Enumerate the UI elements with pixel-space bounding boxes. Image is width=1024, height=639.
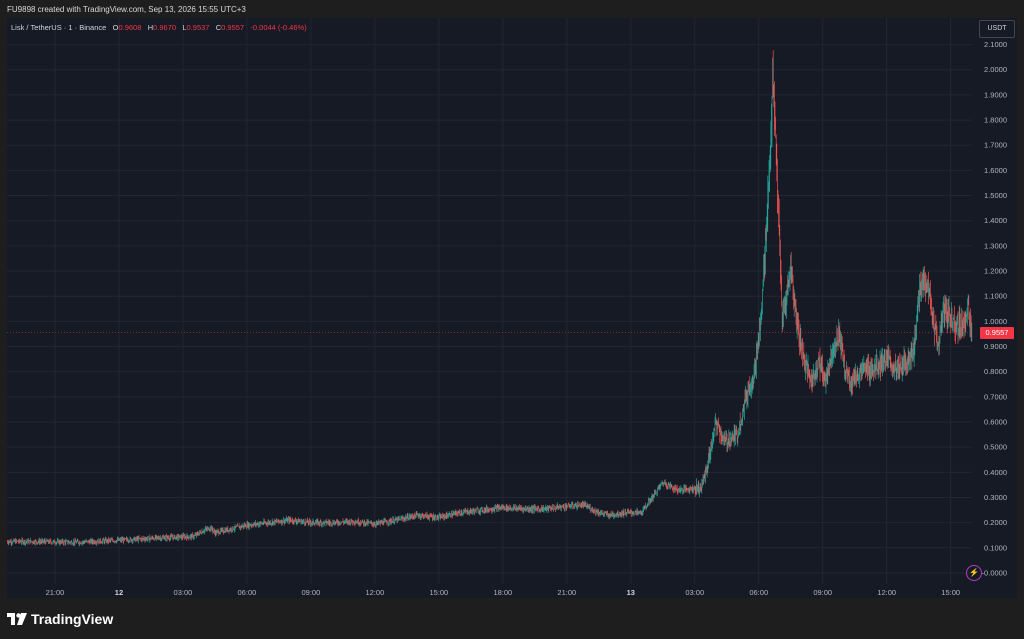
- close-value: 0.9557: [221, 23, 245, 32]
- y-tick-label: 2.1000: [984, 40, 1007, 49]
- x-tick-label: 12: [115, 588, 123, 597]
- y-tick-label: 1.9000: [984, 90, 1007, 99]
- symbol-label[interactable]: Lisk / TetherUS · 1 · Binance: [11, 23, 107, 32]
- price-chart[interactable]: 2.1000 2.0000 1.9000 1.8000 1.7000 1.6000 1.50…: [7, 18, 1017, 598]
- last-price-tag: 0.9557: [980, 326, 1014, 339]
- y-tick-label: 0.2000: [984, 518, 1007, 527]
- y-tick-label: 0.5000: [984, 443, 1007, 452]
- y-tick-label: 1.5000: [984, 191, 1007, 200]
- x-tick-label: 13: [627, 588, 635, 597]
- currency-selector[interactable]: USDT: [979, 20, 1015, 38]
- y-tick-label: 1.6000: [984, 166, 1007, 175]
- x-tick-label: 03:00: [685, 588, 704, 597]
- y-tick-label: -0.0000: [982, 568, 1007, 577]
- close-label: C: [215, 23, 222, 32]
- x-tick-label: 21:00: [557, 588, 576, 597]
- ohlc-legend: Lisk / TetherUS · 1 · Binance O0.9608 H0…: [11, 23, 307, 32]
- y-tick-label: 1.7000: [984, 141, 1007, 150]
- y-tick-label: 0.3000: [984, 493, 1007, 502]
- y-tick-label: 0.7000: [984, 392, 1007, 401]
- y-tick-label: 1.1000: [984, 292, 1007, 301]
- change-value: -0.0044 (-0.46%): [250, 23, 307, 32]
- y-tick-label: 0.8000: [984, 367, 1007, 376]
- candles-group: [7, 50, 973, 547]
- x-tick-label: 18:00: [493, 588, 512, 597]
- y-tick-label: 1.0000: [984, 317, 1007, 326]
- x-tick-label: 12:00: [365, 588, 384, 597]
- x-tick-label: 12:00: [877, 588, 896, 597]
- logo-text: TradingView: [31, 611, 114, 627]
- low-label: L: [182, 23, 187, 32]
- header-caption: FU9898 created with TradingView.com, Sep…: [7, 5, 246, 14]
- x-tick-label: 06:00: [749, 588, 768, 597]
- open-label: O: [112, 23, 119, 32]
- chart-header: FU9898 created with TradingView.com, Sep…: [0, 0, 1024, 18]
- y-tick-label: 0.6000: [984, 418, 1007, 427]
- lightning-icon[interactable]: ⚡: [966, 565, 982, 581]
- y-tick-label: 0.1000: [984, 543, 1007, 552]
- chart-area[interactable]: 2.1000 2.0000 1.9000 1.8000 1.7000 1.6000 1.50…: [7, 18, 1017, 598]
- y-tick-label: 1.4000: [984, 216, 1007, 225]
- low-value: 0.9537: [186, 23, 210, 32]
- y-tick-label: 1.2000: [984, 267, 1007, 276]
- y-tick-label: 2.0000: [984, 65, 1007, 74]
- y-tick-label: 1.3000: [984, 241, 1007, 250]
- y-tick-label: 1.8000: [984, 116, 1007, 125]
- y-tick-label: 0.4000: [984, 468, 1007, 477]
- footer: TradingView: [0, 598, 1024, 639]
- x-tick-label: 03:00: [174, 588, 193, 597]
- x-tick-label: 06:00: [238, 588, 257, 597]
- high-label: H: [147, 23, 154, 32]
- x-tick-label: 09:00: [813, 588, 832, 597]
- x-tick-label: 15:00: [429, 588, 448, 597]
- y-tick-label: 0.9000: [984, 342, 1007, 351]
- x-tick-label: 21:00: [46, 588, 65, 597]
- tradingview-logo-icon: [7, 613, 27, 625]
- x-tick-label: 15:00: [941, 588, 960, 597]
- open-value: 0.9608: [118, 23, 142, 32]
- high-value: 0.9670: [153, 23, 177, 32]
- x-tick-label: 09:00: [302, 588, 321, 597]
